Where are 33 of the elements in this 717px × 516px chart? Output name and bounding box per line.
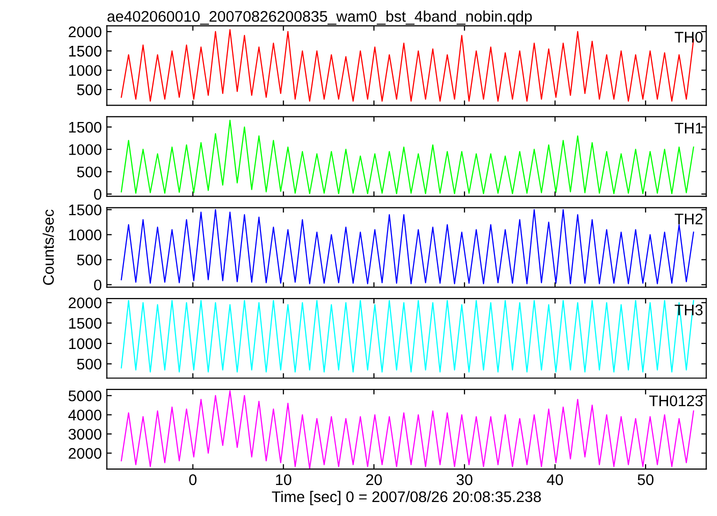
x-axis-title: Time [sec] 0 = 2007/08/26 20:08:35.238 <box>272 490 541 506</box>
y-tick-label: 2000 <box>68 298 102 308</box>
y-axis-title: Counts/sec <box>42 210 54 285</box>
x-tick-label: 20 <box>366 474 382 486</box>
chart-title: ae402060010_20070826200835_wam0_bst_4band_nobin.qdp <box>107 10 532 25</box>
x-tick-label: 0 <box>189 474 197 486</box>
y-tick-label: 0 <box>94 280 102 290</box>
x-tick-label: 50 <box>638 474 654 486</box>
y-tick-label: 2000 <box>68 448 102 459</box>
y-tick-label: 4000 <box>68 410 102 420</box>
y-tick-label: 500 <box>77 84 102 96</box>
y-tick-label: 1500 <box>69 46 102 57</box>
y-tick-label: 3000 <box>68 428 102 440</box>
y-tick-label: 0 <box>94 188 102 200</box>
y-tick-label: 1500 <box>69 318 102 329</box>
y-tick-label: 500 <box>77 358 102 370</box>
y-tick-label: 5000 <box>68 390 102 402</box>
y-tick-label: 1500 <box>69 122 102 133</box>
y-tick-label: 2000 <box>68 26 102 38</box>
y-tick-label: 1000 <box>69 338 102 350</box>
x-tick-label: 30 <box>456 474 472 486</box>
y-tick-label: 500 <box>77 166 102 178</box>
y-tick-label: 1000 <box>69 230 102 240</box>
y-tick-label: 1500 <box>69 204 102 216</box>
series-label: TH1 <box>674 122 703 134</box>
x-tick-label: 10 <box>276 474 292 486</box>
series-label: TH2 <box>674 214 702 224</box>
series-label: TH0 <box>674 32 703 43</box>
y-tick-label: 1000 <box>69 65 102 76</box>
x-tick-label: 40 <box>546 474 563 486</box>
y-tick-label: 500 <box>77 254 102 266</box>
series-label: TH0123 <box>649 395 703 406</box>
y-tick-label: 1000 <box>69 144 102 156</box>
